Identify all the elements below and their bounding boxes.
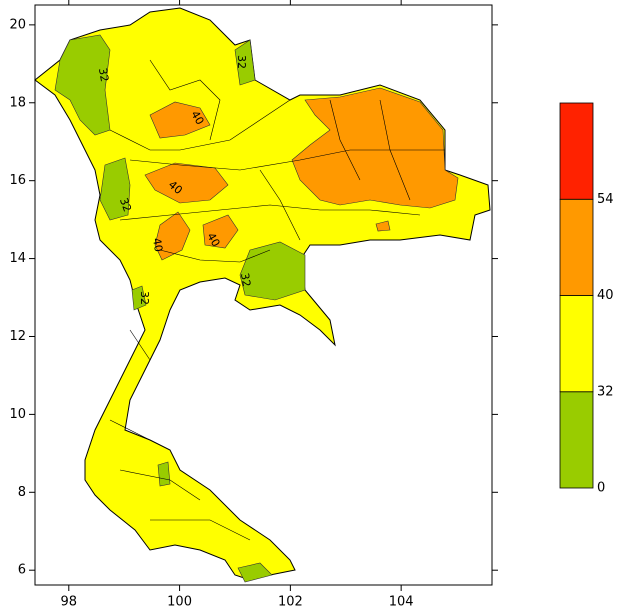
map-area: 32 32 40 40 40 40 32 32 32 — [34, 4, 493, 586]
contour-label: 40 — [150, 237, 165, 253]
zone — [54, 34, 111, 136]
y-tick-label: 12 — [9, 329, 26, 344]
contour-label: 40 — [188, 108, 206, 127]
colorbar-segment — [559, 391, 594, 489]
zone — [239, 241, 306, 301]
zone — [234, 39, 256, 86]
contour-label: 32 — [235, 55, 248, 69]
x-tick-label: 98 — [61, 595, 78, 610]
orange-zones — [144, 87, 459, 261]
map-frame — [34, 4, 493, 586]
y-tick-label: 18 — [9, 95, 26, 110]
green-zones — [54, 34, 306, 583]
border — [109, 99, 291, 151]
colorbar-label: 40 — [597, 288, 614, 303]
zone — [237, 562, 273, 583]
x-tick-label: 100 — [167, 595, 192, 610]
x-tick-label: 102 — [278, 595, 303, 610]
contour-label: 32 — [238, 272, 253, 288]
contour-label: 32 — [138, 291, 151, 305]
contour-label: 32 — [96, 67, 111, 83]
zone — [202, 214, 239, 249]
zone — [144, 162, 229, 204]
y-tick-label: 8 — [18, 485, 26, 500]
y-tick-label: 16 — [9, 173, 26, 188]
border — [259, 99, 411, 241]
border — [109, 329, 251, 541]
x-tick-label: 104 — [389, 595, 414, 610]
colorbar-segment — [559, 198, 594, 296]
zone — [131, 285, 147, 311]
contour-label: 32 — [117, 196, 134, 214]
y-tick-label: 14 — [9, 251, 26, 266]
y-tick-label: 6 — [18, 563, 26, 578]
colorbar-segment — [559, 295, 594, 393]
border — [129, 149, 445, 171]
zone — [375, 220, 391, 232]
border — [159, 249, 271, 263]
zone — [149, 101, 211, 139]
colorbar-label: 0 — [597, 481, 605, 496]
colorbar-label: 32 — [597, 384, 614, 399]
y-tick-label: 20 — [9, 17, 26, 32]
y-tick-label: 10 — [9, 407, 26, 422]
colorbar-label: 54 — [597, 192, 614, 207]
border — [149, 59, 221, 141]
colorbar-segment — [559, 102, 594, 200]
zone — [154, 211, 191, 261]
province-lines — [109, 59, 445, 541]
contour-label: 40 — [204, 230, 222, 249]
zone — [157, 461, 171, 487]
zone — [291, 87, 459, 209]
zone — [99, 157, 131, 221]
border — [119, 204, 421, 221]
